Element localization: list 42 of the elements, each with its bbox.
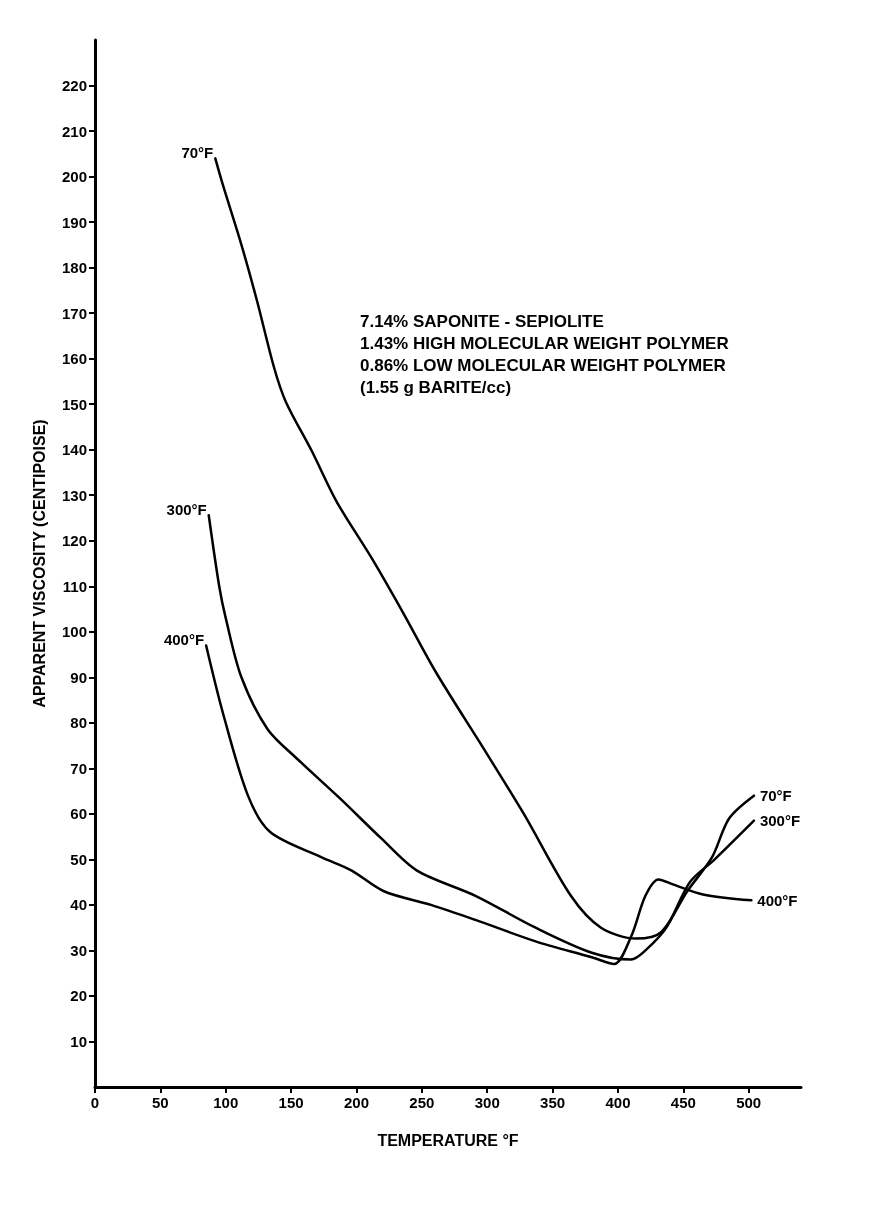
y-tick-label: 210	[61, 122, 87, 140]
y-tick-label: 60	[70, 805, 87, 823]
series-label: 70°F	[181, 143, 214, 161]
x-tick-label: 50	[152, 1094, 169, 1111]
y-tick-label: 170	[61, 304, 87, 322]
y-axis-title: APPARENT VISCOSITY (CENTIPOISE)	[30, 419, 48, 708]
x-tick-label: 500	[736, 1094, 762, 1111]
y-tick-label: 200	[61, 168, 87, 186]
y-tick-label: 80	[70, 714, 87, 732]
x-tick-label: 150	[278, 1094, 304, 1111]
text: 300°F	[759, 812, 801, 830]
y-tick-label: 120	[61, 532, 87, 550]
y-tick-label: 110	[62, 577, 87, 595]
x-tick-label: 200	[343, 1094, 369, 1111]
y-tick-label: 10	[70, 1032, 87, 1050]
x-tick-label: 300	[474, 1094, 500, 1111]
series-label: 400°F	[163, 630, 205, 648]
text: 70°F	[759, 787, 792, 805]
y-tick-label: 180	[61, 259, 87, 277]
y-tick-label: 50	[70, 850, 87, 868]
y-tick-label: 40	[70, 896, 87, 914]
y-tick-label: 190	[61, 213, 87, 231]
x-tick-label: 0	[90, 1094, 100, 1111]
y-tick-label: 220	[61, 77, 87, 95]
y-tick-label: 160	[61, 350, 87, 368]
text: 400°F	[757, 891, 798, 909]
y-tick-label: 70	[70, 759, 87, 777]
y-tick-label: 150	[61, 395, 87, 413]
x-tick-label: 350	[540, 1094, 566, 1111]
x-axis-title: TEMPERATURE °F	[377, 1131, 519, 1149]
y-tick-label: 100	[61, 623, 87, 641]
annotation: 7.14% SAPONITE - SEPIOLITE 1.43% HIGH MOLECULAR WEIGHT POLYMER 0.86% LOW MOLECULAR WEIGHT POLYMER (1.55 g BARITE/cc)	[360, 311, 729, 397]
y-tick-label: 20	[70, 987, 87, 1005]
x-tick-label: 450	[670, 1094, 696, 1111]
y-tick-label: 140	[61, 441, 87, 459]
series-label: 300°F	[166, 500, 207, 518]
x-tick-label: 100	[213, 1094, 239, 1111]
y-tick-label: 30	[70, 941, 87, 959]
x-tick-label: 250	[409, 1094, 435, 1111]
y-tick-label: 90	[70, 668, 87, 686]
x-tick-label: 400	[605, 1094, 631, 1111]
y-tick-label: 130	[61, 486, 87, 504]
